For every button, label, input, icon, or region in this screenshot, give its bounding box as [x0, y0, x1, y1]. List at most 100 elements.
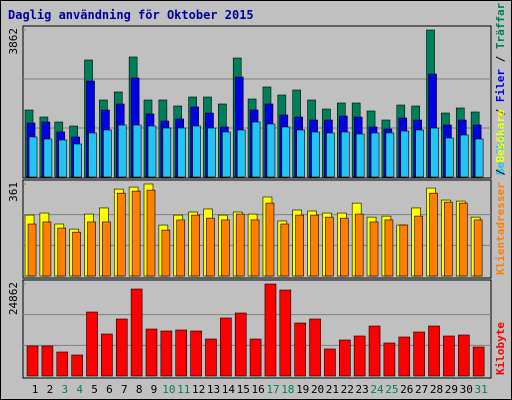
x-tick-label: 24 [370, 383, 384, 396]
bar [457, 334, 470, 377]
bar [368, 325, 381, 377]
bar [87, 221, 96, 277]
bar [221, 219, 230, 277]
legend-entry: Klientadresser [494, 182, 507, 275]
bar [265, 202, 275, 277]
bar [398, 336, 411, 377]
x-tick-label: 3 [61, 383, 68, 396]
chart-title: Daglig användning för Oktober 2015 [8, 8, 254, 22]
bar [339, 339, 351, 377]
bar [250, 219, 260, 277]
x-tick-label: 2 [47, 383, 54, 396]
x-tick-label: 18 [281, 383, 294, 396]
x-tick-label: 11 [177, 383, 190, 396]
y-tick-label: 361 [7, 182, 20, 202]
x-tick-label: 28 [430, 383, 443, 396]
bar [279, 289, 292, 377]
bar [310, 214, 319, 277]
bar [384, 219, 394, 277]
bar [385, 132, 395, 178]
bar [71, 354, 83, 377]
bar [234, 312, 247, 377]
x-tick-label: 6 [106, 383, 113, 396]
x-tick-label: 1 [32, 383, 39, 396]
legend-entry: Kilobyte [494, 322, 507, 375]
bar [43, 138, 53, 178]
bar [324, 348, 336, 377]
bar [443, 335, 455, 377]
bar [459, 134, 469, 178]
x-tick-label: 25 [385, 383, 398, 396]
x-tick-label: 9 [151, 383, 158, 396]
y-tick-label: 24862 [7, 282, 20, 315]
bar [474, 138, 484, 178]
x-tick-label: 22 [341, 383, 354, 396]
x-tick-label: 21 [326, 383, 339, 396]
legend-separator: / [494, 49, 507, 69]
x-tick-label: 27 [415, 383, 428, 396]
bar [399, 224, 409, 277]
bar [296, 129, 305, 178]
bar [176, 219, 186, 277]
bar [27, 223, 37, 277]
x-tick-label: 14 [222, 383, 236, 396]
bar [101, 333, 113, 377]
bar [132, 124, 142, 178]
bar [353, 335, 366, 377]
bar [236, 129, 246, 178]
x-tick-label: 29 [445, 383, 458, 396]
bar [26, 345, 39, 377]
bar [264, 283, 277, 377]
bar [281, 126, 291, 178]
bar [192, 125, 201, 178]
legend: Besökare / Filer / Träffar [494, 2, 507, 175]
bar [428, 325, 440, 377]
bar [206, 217, 215, 277]
bar [191, 214, 200, 277]
bar [414, 215, 423, 277]
bar [103, 129, 112, 178]
bar [354, 213, 364, 277]
bar [222, 131, 231, 178]
bar [473, 219, 483, 277]
bar [341, 131, 350, 178]
bar [249, 338, 262, 377]
bar [177, 127, 187, 178]
x-tick-label: 15 [237, 383, 250, 396]
bar [383, 342, 396, 377]
bar [117, 124, 127, 178]
bar [458, 202, 468, 277]
bar [160, 330, 173, 377]
x-tick-label: 10 [162, 383, 175, 396]
bar [400, 130, 410, 178]
x-tick-label: 12 [192, 383, 205, 396]
bar [42, 221, 52, 277]
bar [370, 132, 380, 178]
bar [444, 201, 453, 277]
bar [325, 216, 334, 277]
bar [145, 328, 158, 377]
x-tick-label: 20 [311, 383, 324, 396]
bar [72, 231, 81, 277]
legend-entry: Träffar [494, 2, 507, 49]
bar [280, 223, 290, 277]
bar [161, 229, 171, 277]
x-tick-label: 7 [121, 383, 128, 396]
x-tick-label: 16 [251, 383, 264, 396]
bar [73, 143, 82, 178]
bar [205, 338, 217, 377]
x-tick-label: 19 [296, 383, 309, 396]
bar [294, 322, 306, 377]
x-tick-label: 30 [460, 383, 473, 396]
bar [295, 214, 304, 277]
x-tick-label: 8 [136, 383, 143, 396]
bar [131, 190, 141, 277]
bar [326, 132, 335, 178]
bar [147, 125, 157, 178]
bar [115, 318, 128, 377]
bar [207, 127, 216, 178]
legend-entry: Filer [494, 69, 507, 102]
bar [266, 123, 276, 178]
x-tick-label: 26 [400, 383, 413, 396]
